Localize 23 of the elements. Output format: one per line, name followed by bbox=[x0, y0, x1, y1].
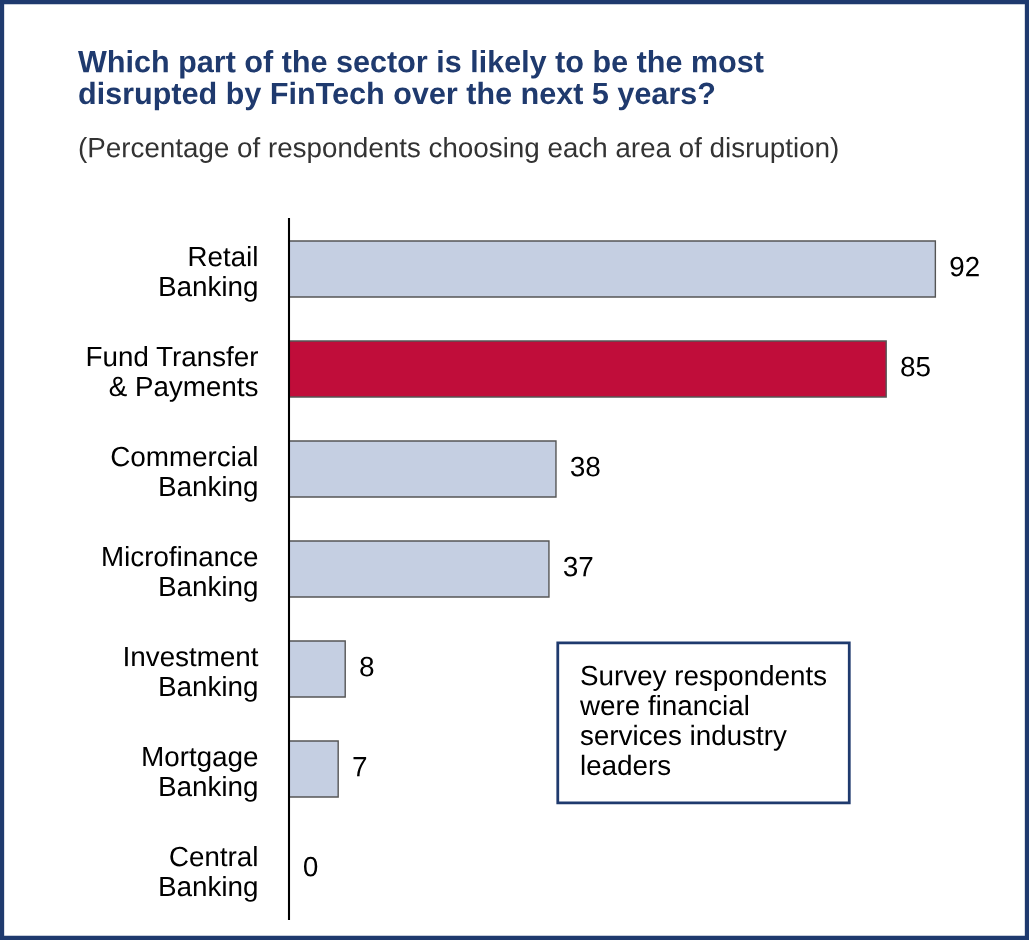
data-label: 37 bbox=[563, 556, 593, 577]
y-tick-label: Investment Banking bbox=[125, 647, 259, 702]
data-label: 0 bbox=[303, 856, 318, 877]
bar bbox=[289, 440, 557, 498]
bar bbox=[289, 540, 550, 598]
bar bbox=[289, 340, 887, 398]
data-label: 8 bbox=[360, 656, 374, 677]
data-label: 92 bbox=[950, 256, 979, 277]
data-label: 7 bbox=[353, 757, 367, 777]
bar bbox=[289, 640, 346, 698]
annotation: Survey respondents were financial services industry leaders bbox=[579, 665, 827, 776]
data-label: 38 bbox=[570, 456, 600, 477]
y-tick-label: Commercial Banking bbox=[111, 445, 257, 502]
y-tick-label: Central Banking bbox=[160, 845, 257, 902]
bar bbox=[289, 240, 937, 298]
data-label: 85 bbox=[901, 356, 930, 377]
bar bbox=[289, 740, 339, 798]
chart-subtitle: (Percentage of respondents choosing each area of disruption) bbox=[79, 137, 838, 163]
y-tick-label: Mortgage Banking bbox=[143, 747, 258, 802]
y-tick-label: Microfinance Banking bbox=[103, 545, 258, 602]
y-tick-label: Fund Transfer & Payments bbox=[87, 345, 258, 402]
y-tick-label: Retail Banking bbox=[160, 245, 257, 302]
chart-title: Which part of the sector is likely to be the most disrupted by FinTech over the next 5 years? bbox=[78, 50, 764, 111]
